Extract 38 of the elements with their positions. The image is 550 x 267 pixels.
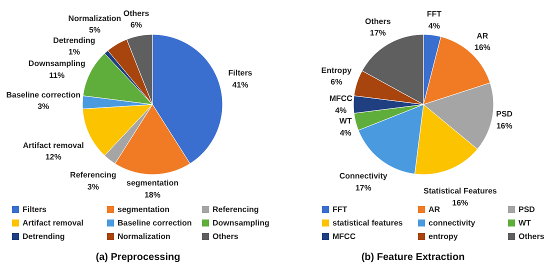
data-label: Referencing 3% <box>70 170 116 192</box>
legend-label: Artifact removal <box>22 218 84 228</box>
legend-label: segmentation <box>118 205 170 214</box>
legend-label: Others <box>212 232 239 241</box>
legend-label: Baseline correction <box>118 218 192 228</box>
legend-label: connectivity <box>428 218 476 228</box>
legend-label: Downsampling <box>212 218 270 228</box>
legend-label: Others <box>518 232 545 241</box>
data-label: Filters 41% <box>228 68 253 90</box>
legend-label: entropy <box>428 232 458 241</box>
legend-label: AR <box>428 205 440 214</box>
legend-label: MFCC <box>332 232 356 241</box>
legend-label: Referencing <box>212 205 259 214</box>
legend-label: Normalization <box>118 232 171 241</box>
legend-label: WT <box>518 218 532 228</box>
data-label: Baseline correction 3% <box>6 90 81 112</box>
data-label: FFT 4% <box>426 10 442 30</box>
data-label: Detrending 1% <box>53 36 96 57</box>
text: (a) Preprocessing <box>96 252 180 263</box>
data-label: segmentation 18% <box>126 178 179 200</box>
data-label: MFCC 4% <box>329 94 353 115</box>
legend-label: Filters <box>22 205 48 214</box>
data-label: Artifact removal 12% <box>22 140 84 162</box>
data-label: WT 4% <box>339 116 352 138</box>
data-label: Entropy 6% <box>321 66 352 87</box>
data-label: Normalization 5% <box>68 14 122 35</box>
legend-label: PSD <box>518 205 536 214</box>
data-label: Statistical Features 16% <box>423 186 498 208</box>
data-label: Connectivity 17% <box>339 172 388 192</box>
legend-label: Detrending <box>22 232 65 241</box>
data-label: AR 16% <box>474 31 490 52</box>
legend-label: statistical features <box>332 218 404 228</box>
text: (b) Feature Extraction <box>361 252 465 263</box>
data-label: Downsampling 11% <box>28 59 86 80</box>
data-label: PSD 16% <box>496 110 513 130</box>
data-label: Others 6% <box>123 8 150 30</box>
legend-label: FFT <box>332 205 348 214</box>
data-label: Others 17% <box>364 17 392 38</box>
